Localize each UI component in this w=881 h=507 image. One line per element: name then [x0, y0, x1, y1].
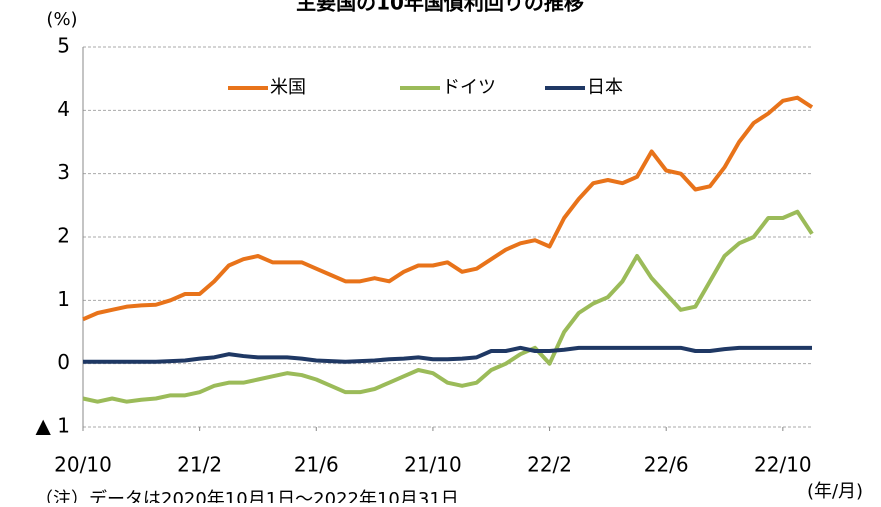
x-tick-label: 22/10 — [754, 453, 812, 477]
x-tick-label: 20/10 — [54, 453, 112, 477]
y-tick-label: 3 — [57, 160, 70, 184]
y-axis-label: (%) — [46, 9, 77, 30]
legend-label: ドイツ — [442, 77, 496, 98]
y-tick-label: 2 — [57, 224, 70, 248]
chart-title: 主要国の10年国債利回りの推移 — [296, 0, 584, 15]
x-tick-label: 22/2 — [527, 453, 572, 477]
note: （注）データは2020年10月1日～2022年10月31日 — [35, 489, 459, 503]
y-tick-label: 5 — [57, 34, 70, 58]
line-series — [82, 95, 814, 322]
line-series — [82, 209, 814, 404]
y-tick-label: 0 — [57, 350, 70, 374]
y-tick-label: 4 — [57, 97, 70, 121]
y-tick-label: ▲ 1 — [36, 414, 70, 438]
legend-label: 米国 — [270, 77, 306, 98]
y-tick-label: 1 — [57, 287, 70, 311]
legend-label: 日本 — [587, 77, 623, 98]
x-tick-label: 21/6 — [294, 453, 339, 477]
line-series — [83, 345, 812, 364]
x-tick-label: 22/6 — [644, 453, 689, 477]
x-axis-label: (年/月) — [807, 481, 863, 502]
x-tick-label: 21/10 — [404, 453, 462, 477]
x-tick-label: 21/2 — [177, 453, 222, 477]
